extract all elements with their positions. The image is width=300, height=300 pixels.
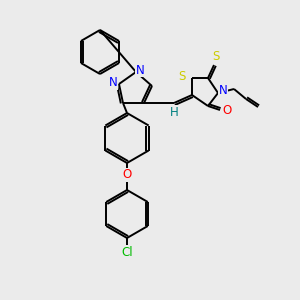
Text: N: N (219, 83, 227, 97)
Text: N: N (109, 76, 117, 89)
Text: S: S (178, 70, 186, 83)
Text: H: H (169, 106, 178, 118)
Text: S: S (212, 50, 220, 62)
Text: O: O (222, 103, 232, 116)
Text: O: O (122, 169, 132, 182)
Text: N: N (136, 64, 144, 76)
Text: Cl: Cl (121, 245, 133, 259)
